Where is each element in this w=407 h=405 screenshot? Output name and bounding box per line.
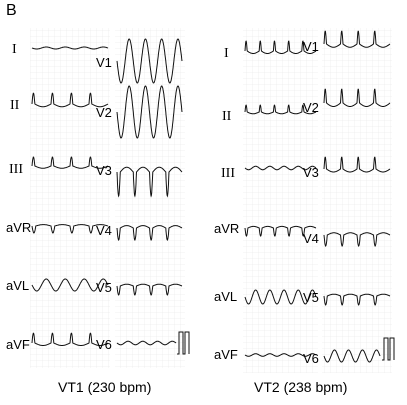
lead-label-vt1-v3: V3 — [96, 164, 112, 177]
lead-label-vt1-iii: III — [9, 163, 23, 177]
caption-vt2: VT2 (238 bpm) — [254, 380, 347, 394]
lead-label-vt1-avf: aVF — [6, 338, 30, 351]
lead-label-vt2-avr: aVR — [214, 222, 239, 235]
grid-strip-vt1-precordial — [115, 28, 185, 368]
lead-label-vt2-avl: aVL — [214, 290, 237, 303]
lead-label-vt2-iii: III — [221, 167, 235, 181]
lead-label-vt1-v4: V4 — [96, 224, 112, 237]
lead-label-vt1-ii: II — [10, 99, 19, 113]
calibration-pulse-vt2 — [382, 338, 394, 360]
lead-label-vt2-v4: V4 — [303, 232, 319, 245]
grid-strip-vt1-limb — [30, 28, 110, 368]
lead-label-vt1-v1: V1 — [96, 56, 112, 69]
calibration-pulse-vt1 — [177, 332, 189, 354]
lead-label-vt1-i: I — [12, 43, 17, 57]
lead-label-vt2-v1: V1 — [303, 40, 319, 53]
lead-label-vt2-v2: V2 — [303, 101, 319, 114]
caption-vt1: VT1 (230 bpm) — [58, 380, 151, 394]
lead-label-vt2-avf: aVF — [214, 348, 238, 361]
lead-label-vt2-ii: II — [222, 110, 231, 124]
lead-label-vt2-i: I — [224, 47, 229, 61]
lead-label-vt1-v6: V6 — [96, 338, 112, 351]
lead-label-vt2-v5: V5 — [303, 291, 319, 304]
panel-label: B — [6, 2, 17, 20]
lead-label-vt2-v6: V6 — [303, 352, 319, 365]
lead-label-vt1-avr: aVR — [6, 221, 31, 234]
lead-label-vt1-avl: aVL — [6, 279, 29, 292]
grid-strip-vt2-precordial — [322, 28, 392, 373]
lead-label-vt1-v5: V5 — [96, 281, 112, 294]
lead-label-vt1-v2: V2 — [96, 106, 112, 119]
lead-label-vt2-v3: V3 — [303, 166, 319, 179]
grid-strip-vt2-limb — [243, 28, 318, 373]
